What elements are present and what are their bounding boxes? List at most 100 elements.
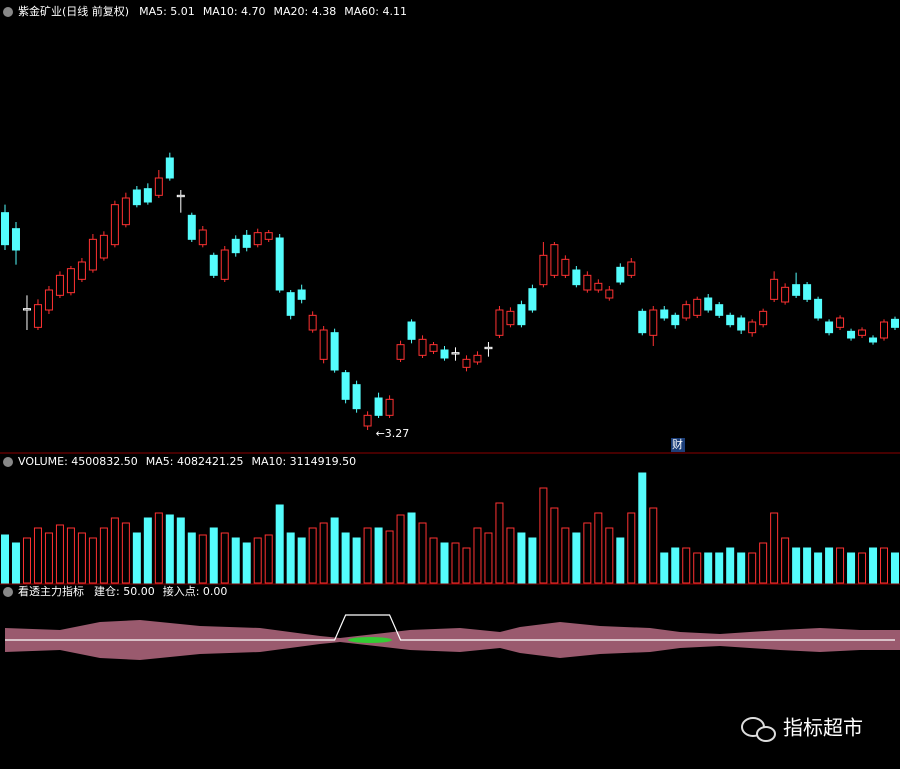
candle-body <box>396 344 405 360</box>
volume-bar <box>473 527 482 584</box>
volume-bar <box>682 547 691 584</box>
candle-body <box>363 414 372 427</box>
candle-body <box>429 344 438 352</box>
legend-entry: MA5: 4082421.25 <box>146 455 244 468</box>
candle-body <box>297 289 306 300</box>
volume-bar <box>550 507 559 584</box>
candle-body <box>704 297 713 311</box>
volume-bar <box>418 522 427 584</box>
watermark-text: 指标超市 <box>783 716 863 740</box>
volume-bar <box>605 527 614 584</box>
volume-bar <box>528 537 537 584</box>
volume-bar <box>121 522 130 584</box>
volume-bar <box>396 514 405 584</box>
volume-bar <box>715 552 724 584</box>
volume-bar <box>517 532 526 584</box>
indicator-blob <box>348 637 392 643</box>
volume-bar <box>704 552 713 584</box>
candle-body <box>616 266 625 283</box>
candle-body <box>99 234 108 259</box>
volume-bar <box>176 517 185 584</box>
candle-body <box>473 354 482 363</box>
volume-bar <box>649 507 658 584</box>
candle-body <box>572 269 581 286</box>
candle-body <box>385 398 394 416</box>
candle-body <box>484 346 493 350</box>
volume-bar <box>847 552 856 584</box>
candle-body <box>77 261 86 280</box>
candle-body <box>11 228 20 251</box>
candle-body <box>55 274 64 296</box>
volume-bar <box>726 547 735 584</box>
volume-bar <box>440 542 449 584</box>
candle-body <box>605 289 614 299</box>
volume-bar <box>506 527 515 584</box>
volume-bar <box>55 524 64 584</box>
volume-bar <box>110 517 119 584</box>
volume-bar <box>638 472 647 584</box>
legend-entry: 建仓: 50.00 <box>94 584 155 598</box>
header-icon <box>3 7 13 17</box>
candle-body <box>825 321 834 334</box>
candle-body <box>451 352 460 355</box>
candle-body <box>132 189 141 206</box>
watermark: 指标超市 <box>741 716 863 742</box>
candle-body <box>209 254 218 276</box>
candle-body <box>770 278 779 300</box>
volume-bar <box>572 532 581 584</box>
candle-body <box>462 358 471 368</box>
candle-body <box>407 321 416 340</box>
legend-entry: MA10: 4.70 <box>203 5 266 18</box>
volume-bar <box>363 527 372 584</box>
legend-entry: MA20: 4.38 <box>274 5 337 18</box>
candle-body <box>715 304 724 316</box>
candle-body <box>66 268 75 294</box>
volume-bar <box>770 512 779 584</box>
header-icon <box>3 587 13 597</box>
candle-body <box>517 304 526 326</box>
candle-body <box>121 197 130 226</box>
candle-body <box>1 212 9 246</box>
candle-body <box>264 232 273 240</box>
volume-bar <box>616 537 625 584</box>
header-icon <box>3 457 13 467</box>
candle-body <box>231 238 240 254</box>
marker-box <box>671 438 685 452</box>
candle-body <box>869 337 878 343</box>
volume-bar <box>869 547 878 584</box>
volume-bar <box>143 517 152 584</box>
volume-bar <box>792 547 801 584</box>
candle-body <box>187 214 196 240</box>
legend-entry: MA5: 5.01 <box>139 5 195 18</box>
volume-bar <box>429 537 438 584</box>
volume-bar <box>44 532 53 584</box>
candle-body <box>847 330 856 339</box>
legend-entry: 接入点: 0.00 <box>163 585 228 598</box>
candle-body <box>726 314 735 326</box>
candle-body <box>330 332 339 371</box>
volume-bar <box>385 530 394 584</box>
candle-body <box>88 238 97 271</box>
volume-bar <box>88 537 97 584</box>
volume-bar <box>583 522 592 584</box>
volume-bar <box>264 534 273 584</box>
volume-bar <box>836 547 845 584</box>
candle-body <box>671 314 680 326</box>
volume-bar <box>814 552 823 584</box>
low-annotation: ←3.27 <box>376 427 410 440</box>
candle-body <box>308 314 317 331</box>
volume-bar <box>209 527 218 584</box>
volume-bar <box>451 542 460 584</box>
volume-bar <box>231 537 240 584</box>
candle-body <box>682 304 691 319</box>
volume-bar <box>693 552 702 584</box>
volume-bar <box>495 502 504 584</box>
volume-bar <box>66 527 75 584</box>
indicator-line <box>5 614 895 641</box>
candle-body <box>803 284 812 300</box>
candle-body <box>319 329 328 360</box>
candle-body <box>880 321 889 339</box>
candle-body <box>110 204 119 246</box>
volume-bar <box>220 532 229 584</box>
